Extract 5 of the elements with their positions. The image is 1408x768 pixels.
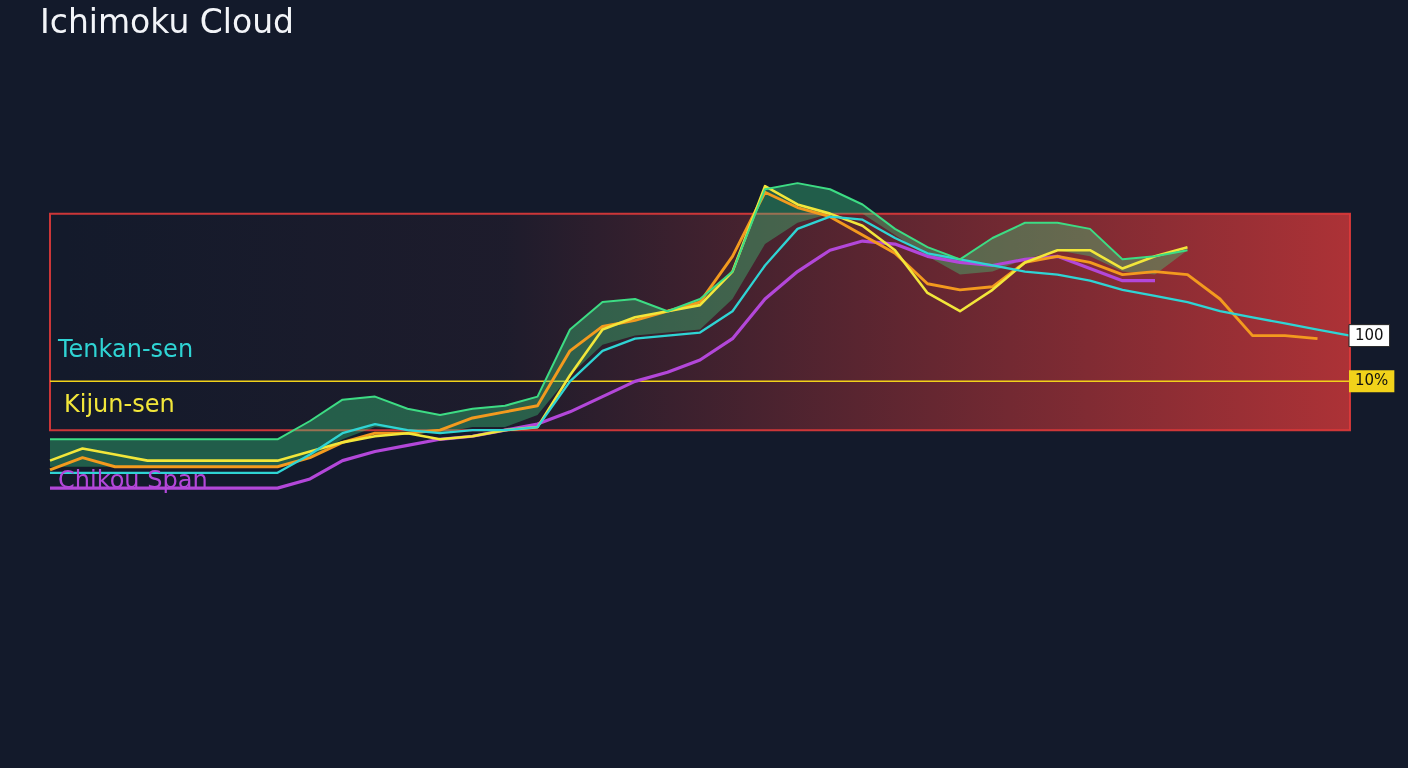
chart-title: Ichimoku Cloud (40, 2, 295, 41)
text: 10% (1355, 371, 1389, 390)
series-label: Kijun-sen (64, 389, 175, 418)
text: Tenkan-sen (57, 334, 194, 363)
annotation: 100 (1355, 325, 1384, 344)
